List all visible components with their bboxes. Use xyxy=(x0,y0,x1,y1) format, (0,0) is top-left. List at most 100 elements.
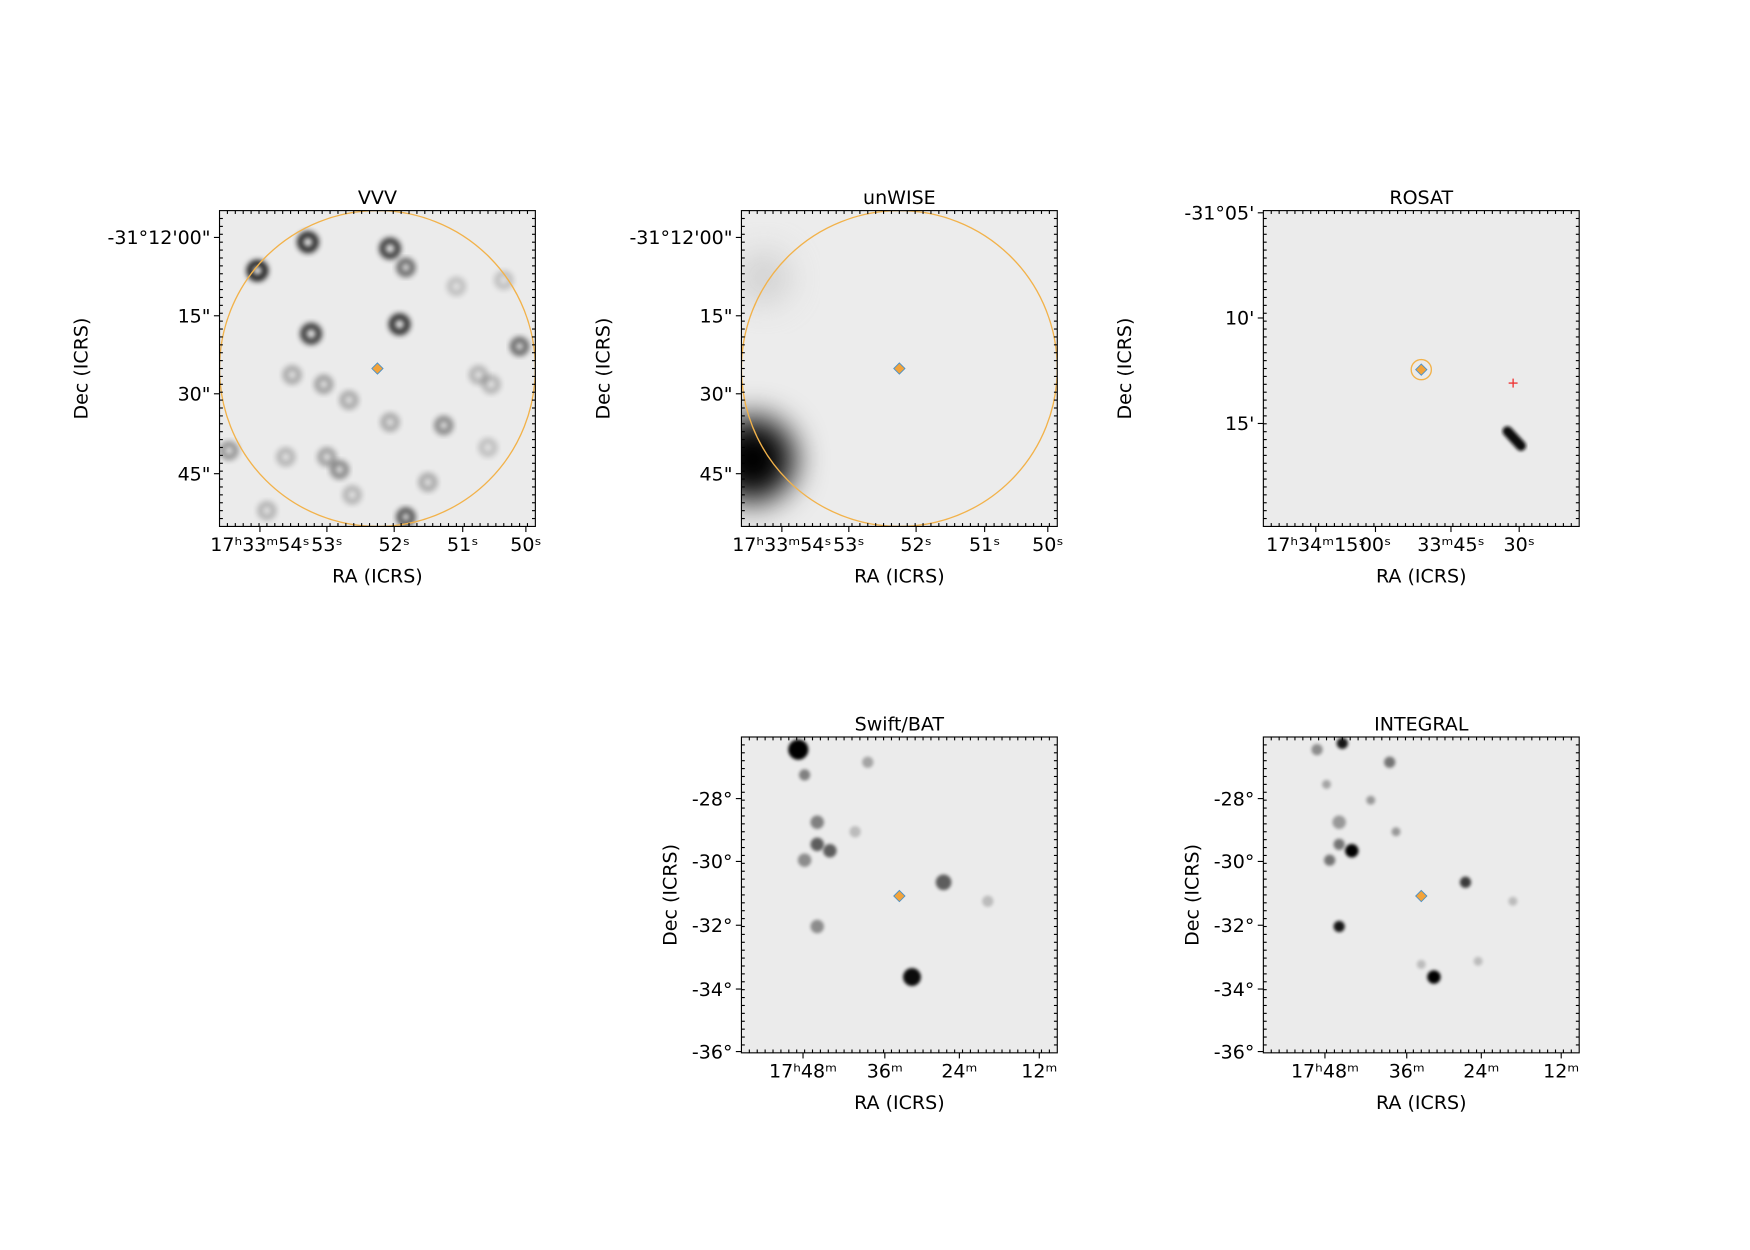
source xyxy=(797,853,812,867)
x-axis-label: RA (ICRS) xyxy=(332,565,423,587)
source xyxy=(1473,956,1483,966)
source xyxy=(1336,737,1348,749)
source xyxy=(314,374,334,394)
source xyxy=(276,447,296,467)
y-tick-label: -31°12'00" xyxy=(108,227,211,249)
source xyxy=(1508,896,1518,906)
panel: VVV RA (ICRS) Dec (ICRS) 17ʰ33ᵐ54ˢ 53ˢ 52ˢ 51ˢ… xyxy=(70,187,541,588)
x-axis-label: RA (ICRS) xyxy=(854,1092,945,1114)
y-axis-label: Dec (ICRS) xyxy=(659,844,681,946)
y-tick-label: 45" xyxy=(178,463,211,485)
x-axis-label: RA (ICRS) xyxy=(1376,1092,1467,1114)
source xyxy=(788,739,809,760)
source xyxy=(388,313,411,335)
y-tick-label: -32° xyxy=(692,915,733,937)
source xyxy=(903,968,921,986)
target-marker xyxy=(893,362,906,375)
panel-title: INTEGRAL xyxy=(1374,713,1469,735)
x-tick-label: 50ˢ xyxy=(1032,534,1063,556)
y-tick-label: 10' xyxy=(1225,308,1254,330)
y-tick-label: -30° xyxy=(1214,851,1255,873)
x-tick-label: 00ˢ xyxy=(1360,534,1391,556)
source xyxy=(1333,838,1345,850)
x-tick-label: 24ᵐ xyxy=(941,1060,977,1082)
x-tick-label: 33ᵐ45ˢ xyxy=(1417,534,1484,556)
source xyxy=(741,416,796,502)
y-tick-label: -32° xyxy=(1214,915,1255,937)
source xyxy=(396,257,416,277)
y-tick-label: 15' xyxy=(1225,413,1254,435)
target-marker xyxy=(1415,889,1428,903)
x-axis-label: RA (ICRS) xyxy=(854,565,945,587)
source xyxy=(1333,920,1345,933)
source xyxy=(339,390,359,410)
source xyxy=(317,447,337,467)
x-tick-label: 30ˢ xyxy=(1504,534,1535,556)
target-marker xyxy=(893,889,906,903)
source xyxy=(1416,959,1426,969)
source xyxy=(1459,876,1472,888)
source xyxy=(282,365,302,385)
search-radius xyxy=(1410,358,1433,381)
source xyxy=(297,231,319,253)
source xyxy=(468,365,489,385)
y-tick-label: 15" xyxy=(178,305,211,327)
source xyxy=(300,323,322,345)
panel-title: Swift/BAT xyxy=(855,713,945,735)
source xyxy=(1366,795,1376,805)
y-tick-label: -34° xyxy=(1214,979,1255,1001)
y-tick-label: 30" xyxy=(178,384,211,406)
x-tick-label: 17ʰ48ᵐ xyxy=(769,1060,837,1082)
sky-image xyxy=(219,210,536,527)
source xyxy=(342,485,362,505)
x-tick-label: 17ʰ34ᵐ15ˢ xyxy=(1266,534,1365,556)
source xyxy=(257,501,277,521)
source xyxy=(380,412,400,432)
y-tick-label: -36° xyxy=(1214,1041,1255,1063)
x-tick-label: 51ˢ xyxy=(447,534,478,556)
source xyxy=(246,259,269,282)
target-marker xyxy=(1415,363,1428,376)
target-marker xyxy=(371,362,384,375)
y-tick-label: 45" xyxy=(699,463,732,485)
source xyxy=(862,756,874,768)
source xyxy=(418,472,438,492)
source xyxy=(810,919,824,934)
y-tick-label: -28° xyxy=(1214,788,1255,810)
source xyxy=(1391,827,1401,837)
y-tick-label: -34° xyxy=(692,979,733,1001)
sky-image xyxy=(1263,737,1580,1053)
x-tick-label: 17ʰ33ᵐ54ˢ xyxy=(210,534,309,556)
y-tick-label: -31°12'00" xyxy=(629,227,732,249)
panel: Swift/BAT RA (ICRS) Dec (ICRS) 17ʰ48ᵐ 36ᵐ 24ᵐ… xyxy=(659,713,1058,1114)
source xyxy=(1332,815,1346,829)
x-axis-label: RA (ICRS) xyxy=(1376,565,1467,587)
source xyxy=(446,276,466,296)
source xyxy=(481,374,501,394)
sky-image xyxy=(741,210,1058,527)
x-tick-label: 53ˢ xyxy=(311,534,342,556)
x-tick-label: 17ʰ33ᵐ54ˢ xyxy=(732,534,831,556)
sky-image xyxy=(741,737,1058,1053)
source xyxy=(810,837,824,852)
source xyxy=(219,441,239,461)
source xyxy=(799,769,811,781)
y-axis-label: Dec (ICRS) xyxy=(592,318,614,420)
x-tick-label: 12ᵐ xyxy=(1543,1060,1579,1082)
x-tick-label: 52ˢ xyxy=(379,534,410,556)
y-axis-label: Dec (ICRS) xyxy=(1181,844,1203,946)
x-tick-label: 53ˢ xyxy=(833,534,864,556)
source xyxy=(823,843,837,858)
source xyxy=(510,336,530,356)
source xyxy=(1324,854,1336,866)
source xyxy=(810,815,824,829)
source xyxy=(1322,779,1332,789)
source xyxy=(434,415,454,435)
y-tick-label: -28° xyxy=(692,788,733,810)
x-tick-label: 17ʰ48ᵐ xyxy=(1291,1060,1359,1082)
x-tick-label: 36ᵐ xyxy=(1389,1060,1425,1082)
source xyxy=(1384,756,1396,768)
y-tick-label: 15" xyxy=(699,305,732,327)
